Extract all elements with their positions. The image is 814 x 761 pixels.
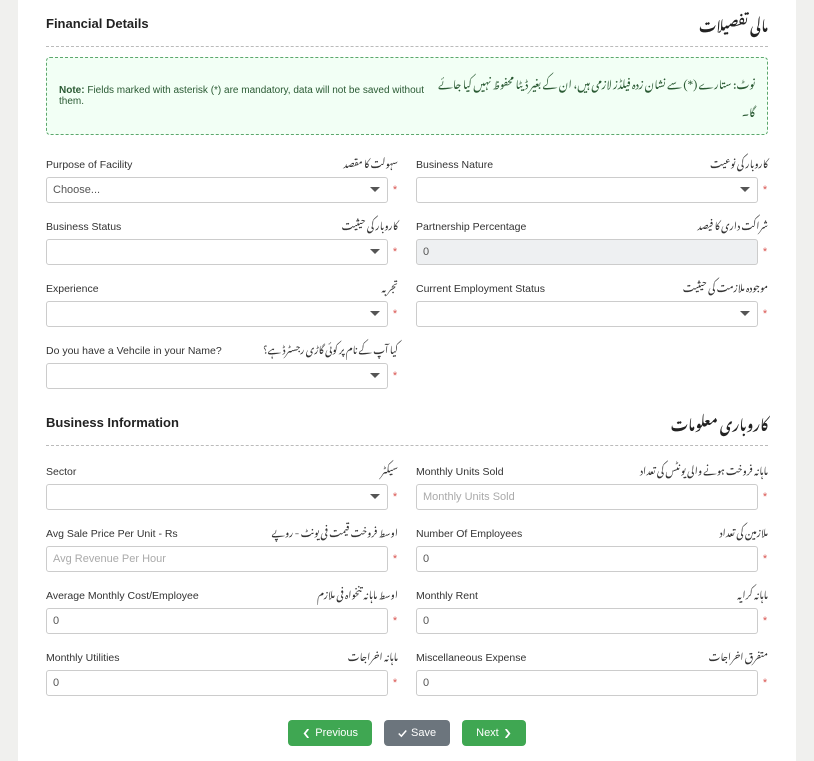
- previous-button[interactable]: Previous: [288, 720, 372, 746]
- input-utilities[interactable]: [46, 670, 388, 696]
- business-title-ur: کاروباری معلومات: [671, 405, 768, 440]
- label-unitssold-en: Monthly Units Sold: [416, 466, 504, 478]
- select-business-nature[interactable]: [416, 177, 758, 203]
- label-numemp-ur: ملازمین کی تعداد: [719, 518, 768, 543]
- note-en-rest: Fields marked with asterisk (*) are mand…: [59, 85, 424, 107]
- label-utilities-en: Monthly Utilities: [46, 652, 120, 664]
- select-employment-status[interactable]: [416, 301, 758, 327]
- label-sector-ur: سیکٹر: [381, 456, 398, 481]
- asterisk: *: [392, 246, 398, 258]
- asterisk: *: [392, 370, 398, 382]
- select-vehicle[interactable]: [46, 363, 388, 389]
- label-avgprice-ur: اوسط فروخت قیمت فی یونٹ - روپے: [272, 518, 398, 543]
- asterisk: *: [762, 615, 768, 627]
- label-unitssold-ur: ماہانہ فروخت ہونے والی یونٹس کی تعداد: [640, 456, 768, 481]
- label-avgcost-en: Average Monthly Cost/Employee: [46, 590, 199, 602]
- label-misc-ur: متفرق اخراجات: [709, 642, 768, 667]
- label-partnership-ur: شراکت داری کا فیصد: [697, 211, 768, 236]
- label-vehicle-ur: کیا آپ کے نام پر کوئی گاڑی رجسٹرڈ ہے؟: [263, 335, 398, 360]
- business-fields: Sector سیکٹر * Monthly Units Sold ماہانہ…: [46, 456, 768, 696]
- field-avg-cost: Average Monthly Cost/Employee اوسط ماہان…: [46, 580, 398, 634]
- field-avg-price: Avg Sale Price Per Unit - Rs اوسط فروخت …: [46, 518, 398, 572]
- field-partnership: Partnership Percentage شراکت داری کا فیص…: [416, 211, 768, 265]
- save-button[interactable]: Save: [384, 720, 450, 746]
- financial-title-ur: مالی تفصیلات: [699, 6, 768, 41]
- field-units-sold: Monthly Units Sold ماہانہ فروخت ہونے وال…: [416, 456, 768, 510]
- label-rent-ur: ماہانہ کرایہ: [737, 580, 768, 605]
- asterisk: *: [762, 184, 768, 196]
- asterisk: *: [392, 677, 398, 689]
- label-sector-en: Sector: [46, 466, 76, 478]
- label-bnature-ur: کاروبار کی نوعیت: [710, 149, 768, 174]
- financial-section-header: Financial Details مالی تفصیلات: [46, 0, 768, 47]
- field-experience: Experience تجربہ *: [46, 273, 398, 327]
- asterisk: *: [392, 553, 398, 565]
- label-partnership-en: Partnership Percentage: [416, 221, 526, 233]
- form-container: Financial Details مالی تفصیلات Note: Fie…: [18, 0, 796, 761]
- select-experience[interactable]: [46, 301, 388, 327]
- input-units-sold[interactable]: [416, 484, 758, 510]
- label-bstatus-ur: کاروبار کی حیثیت: [342, 211, 398, 236]
- input-rent[interactable]: [416, 608, 758, 634]
- asterisk: *: [392, 615, 398, 627]
- asterisk: *: [762, 553, 768, 565]
- label-empstatus-ur: موجودہ ملازمت کی حیثیت: [683, 273, 768, 298]
- field-rent: Monthly Rent ماہانہ کرایہ *: [416, 580, 768, 634]
- business-section-header: Business Information کاروباری معلومات: [46, 399, 768, 446]
- financial-title-en: Financial Details: [46, 16, 149, 31]
- input-misc[interactable]: [416, 670, 758, 696]
- field-sector: Sector سیکٹر *: [46, 456, 398, 510]
- field-employment-status: Current Employment Status موجودہ ملازمت …: [416, 273, 768, 327]
- previous-label: Previous: [315, 727, 358, 739]
- note-en-bold: Note:: [59, 85, 85, 96]
- note-en: Note: Fields marked with asterisk (*) ar…: [59, 85, 436, 107]
- mandatory-note: Note: Fields marked with asterisk (*) ar…: [46, 57, 768, 135]
- asterisk: *: [762, 246, 768, 258]
- input-avg-cost[interactable]: [46, 608, 388, 634]
- label-experience-ur: تجربہ: [382, 273, 399, 298]
- input-avg-price[interactable]: [46, 546, 388, 572]
- asterisk: *: [392, 491, 398, 503]
- check-icon: [398, 729, 407, 738]
- field-purpose: Purpose of Facility سہولت کا مقصد Choose…: [46, 149, 398, 203]
- label-empstatus-en: Current Employment Status: [416, 283, 545, 295]
- save-label: Save: [411, 727, 436, 739]
- field-utilities: Monthly Utilities ماہانہ اخراجات *: [46, 642, 398, 696]
- input-num-employees[interactable]: [416, 546, 758, 572]
- business-title-en: Business Information: [46, 415, 179, 430]
- label-utilities-ur: ماہانہ اخراجات: [348, 642, 398, 667]
- label-avgcost-ur: اوسط ماہانہ تنخواہ فی ملازم: [317, 580, 398, 605]
- label-avgprice-en: Avg Sale Price Per Unit - Rs: [46, 528, 178, 540]
- financial-fields: Purpose of Facility سہولت کا مقصد Choose…: [46, 149, 768, 389]
- label-misc-en: Miscellaneous Expense: [416, 652, 526, 664]
- label-bnature-en: Business Nature: [416, 159, 493, 171]
- asterisk: *: [392, 308, 398, 320]
- field-misc: Miscellaneous Expense متفرق اخراجات *: [416, 642, 768, 696]
- asterisk: *: [762, 491, 768, 503]
- label-experience-en: Experience: [46, 283, 99, 295]
- field-business-status: Business Status کاروبار کی حیثیت *: [46, 211, 398, 265]
- label-purpose-en: Purpose of Facility: [46, 159, 132, 171]
- chevron-left-icon: [302, 729, 311, 738]
- asterisk: *: [762, 308, 768, 320]
- input-partnership[interactable]: [416, 239, 758, 265]
- field-business-nature: Business Nature کاروبار کی نوعیت *: [416, 149, 768, 203]
- asterisk: *: [392, 184, 398, 196]
- select-purpose[interactable]: Choose...: [46, 177, 388, 203]
- label-numemp-en: Number Of Employees: [416, 528, 522, 540]
- note-ur: نوٹ: ستارے (*) سے نشان زدہ فیلڈز لازمی ہ…: [436, 68, 755, 124]
- field-num-employees: Number Of Employees ملازمین کی تعداد *: [416, 518, 768, 572]
- next-button[interactable]: Next: [462, 720, 526, 746]
- button-bar: Previous Save Next: [46, 720, 768, 746]
- field-vehicle: Do you have a Vehcile in your Name? کیا …: [46, 335, 398, 389]
- label-rent-en: Monthly Rent: [416, 590, 478, 602]
- select-sector[interactable]: [46, 484, 388, 510]
- next-label: Next: [476, 727, 499, 739]
- label-bstatus-en: Business Status: [46, 221, 121, 233]
- select-business-status[interactable]: [46, 239, 388, 265]
- label-purpose-ur: سہولت کا مقصد: [343, 149, 398, 174]
- asterisk: *: [762, 677, 768, 689]
- chevron-right-icon: [503, 729, 512, 738]
- label-vehicle-en: Do you have a Vehcile in your Name?: [46, 345, 222, 357]
